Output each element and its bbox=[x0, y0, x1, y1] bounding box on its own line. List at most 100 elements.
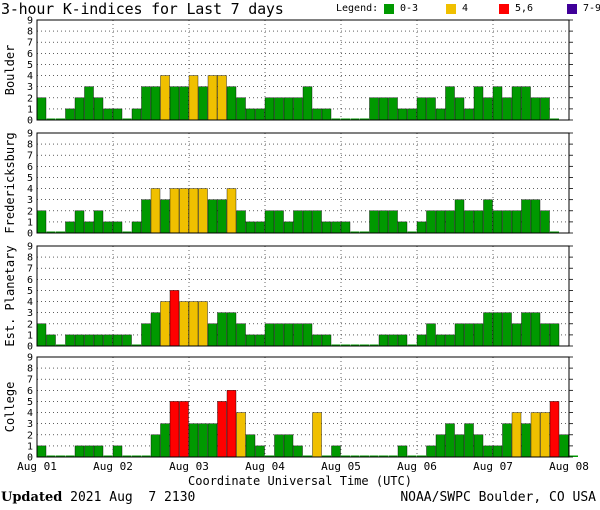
y-tick-label: 5 bbox=[27, 286, 33, 297]
bar-k3 bbox=[188, 423, 199, 458]
bar-k0 bbox=[417, 455, 426, 457]
bar-k0 bbox=[56, 231, 65, 233]
bar-k0 bbox=[350, 118, 360, 120]
bar-k2 bbox=[369, 210, 379, 234]
bar-k3 bbox=[217, 312, 227, 347]
bar-k2 bbox=[426, 210, 436, 234]
bar-k1 bbox=[416, 334, 427, 347]
y-tick-label: 9 bbox=[27, 242, 33, 253]
bar-k1 bbox=[426, 445, 436, 458]
bar-k0 bbox=[350, 344, 360, 346]
bar-k3 bbox=[141, 199, 151, 234]
legend-swatch-yellow bbox=[446, 4, 456, 14]
bar-k2 bbox=[36, 323, 47, 347]
bar-k2 bbox=[435, 210, 446, 234]
bar-k3 bbox=[492, 312, 503, 347]
y-tick-label: 3 bbox=[27, 82, 33, 93]
bar-k4 bbox=[179, 188, 189, 234]
bar-k2 bbox=[36, 210, 47, 234]
bar-k0 bbox=[341, 344, 350, 346]
bar-k2 bbox=[293, 323, 303, 347]
bar-k1 bbox=[84, 221, 94, 234]
bar-k1 bbox=[65, 334, 75, 347]
bar-k4 bbox=[207, 75, 218, 121]
bar-k1 bbox=[483, 445, 493, 458]
bar-k3 bbox=[521, 199, 531, 234]
bar-k2 bbox=[74, 97, 85, 121]
bar-k0 bbox=[350, 455, 360, 457]
bar-k2 bbox=[141, 323, 151, 347]
bar-k2 bbox=[302, 210, 313, 234]
bar-k1 bbox=[131, 108, 142, 121]
bar-k5 bbox=[169, 401, 180, 458]
bar-k2 bbox=[388, 97, 398, 121]
bar-k1 bbox=[340, 221, 351, 234]
bar-k3 bbox=[141, 86, 151, 121]
legend-swatch-red bbox=[499, 4, 509, 14]
bar-k3 bbox=[502, 423, 512, 458]
bar-k4 bbox=[217, 75, 227, 121]
bar-k2 bbox=[236, 97, 246, 121]
bar-k0 bbox=[46, 118, 56, 120]
bar-k0 bbox=[46, 455, 56, 457]
bar-k3 bbox=[160, 423, 170, 458]
y-tick-label: 0 bbox=[27, 229, 33, 240]
bar-k2 bbox=[93, 97, 104, 121]
bar-k5 bbox=[217, 401, 227, 458]
y-tick-label: 6 bbox=[27, 386, 33, 397]
bar-k1 bbox=[397, 108, 408, 121]
bar-k3 bbox=[521, 423, 531, 458]
bar-k2 bbox=[511, 323, 522, 347]
bar-k2 bbox=[207, 323, 218, 347]
bar-k1 bbox=[435, 108, 446, 121]
bar-k1 bbox=[378, 334, 389, 347]
bar-k1 bbox=[435, 334, 446, 347]
legend-item-0-3: 0-3 bbox=[400, 3, 419, 14]
bar-k2 bbox=[511, 210, 522, 234]
bar-k2 bbox=[454, 97, 465, 121]
bar-k0 bbox=[550, 118, 559, 120]
bar-k0 bbox=[341, 118, 350, 120]
bar-k3 bbox=[150, 312, 161, 347]
bar-k3 bbox=[521, 86, 531, 121]
y-tick-label: 4 bbox=[27, 184, 33, 195]
bar-k0 bbox=[379, 455, 388, 457]
bar-k2 bbox=[264, 210, 275, 234]
bar-k3 bbox=[530, 199, 541, 234]
legend-label: Legend: bbox=[336, 3, 379, 14]
bar-k2 bbox=[464, 323, 474, 347]
bar-k1 bbox=[84, 334, 94, 347]
updated-stamp: Updated 2021 Aug 7 2130 bbox=[1, 490, 195, 505]
bar-k2 bbox=[378, 210, 389, 234]
bar-k0 bbox=[65, 455, 75, 457]
bar-k4 bbox=[179, 301, 189, 347]
bar-k0 bbox=[360, 118, 369, 120]
data-source: NOAA/SWPC Boulder, CO USA bbox=[400, 490, 596, 505]
bar-k0 bbox=[331, 344, 341, 346]
bar-k2 bbox=[293, 97, 303, 121]
bar-k3 bbox=[198, 86, 208, 121]
bar-k2 bbox=[464, 210, 474, 234]
bar-k3 bbox=[160, 199, 170, 234]
bar-k5 bbox=[179, 401, 189, 458]
bar-k1 bbox=[245, 221, 256, 234]
bar-k1 bbox=[103, 108, 113, 121]
bar-k0 bbox=[303, 455, 312, 457]
bar-k3 bbox=[198, 423, 208, 458]
bar-k4 bbox=[236, 412, 246, 458]
bar-k5 bbox=[549, 401, 560, 458]
y-tick-label: 9 bbox=[27, 16, 33, 27]
bar-k3 bbox=[483, 199, 493, 234]
y-tick-label: 6 bbox=[27, 162, 33, 173]
bar-k2 bbox=[530, 97, 541, 121]
bar-k4 bbox=[198, 301, 208, 347]
bar-k4 bbox=[188, 301, 199, 347]
y-tick-label: 4 bbox=[27, 71, 33, 82]
bar-k0 bbox=[56, 118, 65, 120]
bar-k0 bbox=[132, 344, 141, 346]
x-tick-label: Aug 03 bbox=[169, 460, 209, 473]
y-tick-label: 1 bbox=[27, 104, 33, 115]
k-index-chart: 0123456789Boulder0123456789Fredericksbur… bbox=[3, 16, 589, 489]
bar-k4 bbox=[540, 412, 550, 458]
bar-k3 bbox=[84, 86, 94, 121]
